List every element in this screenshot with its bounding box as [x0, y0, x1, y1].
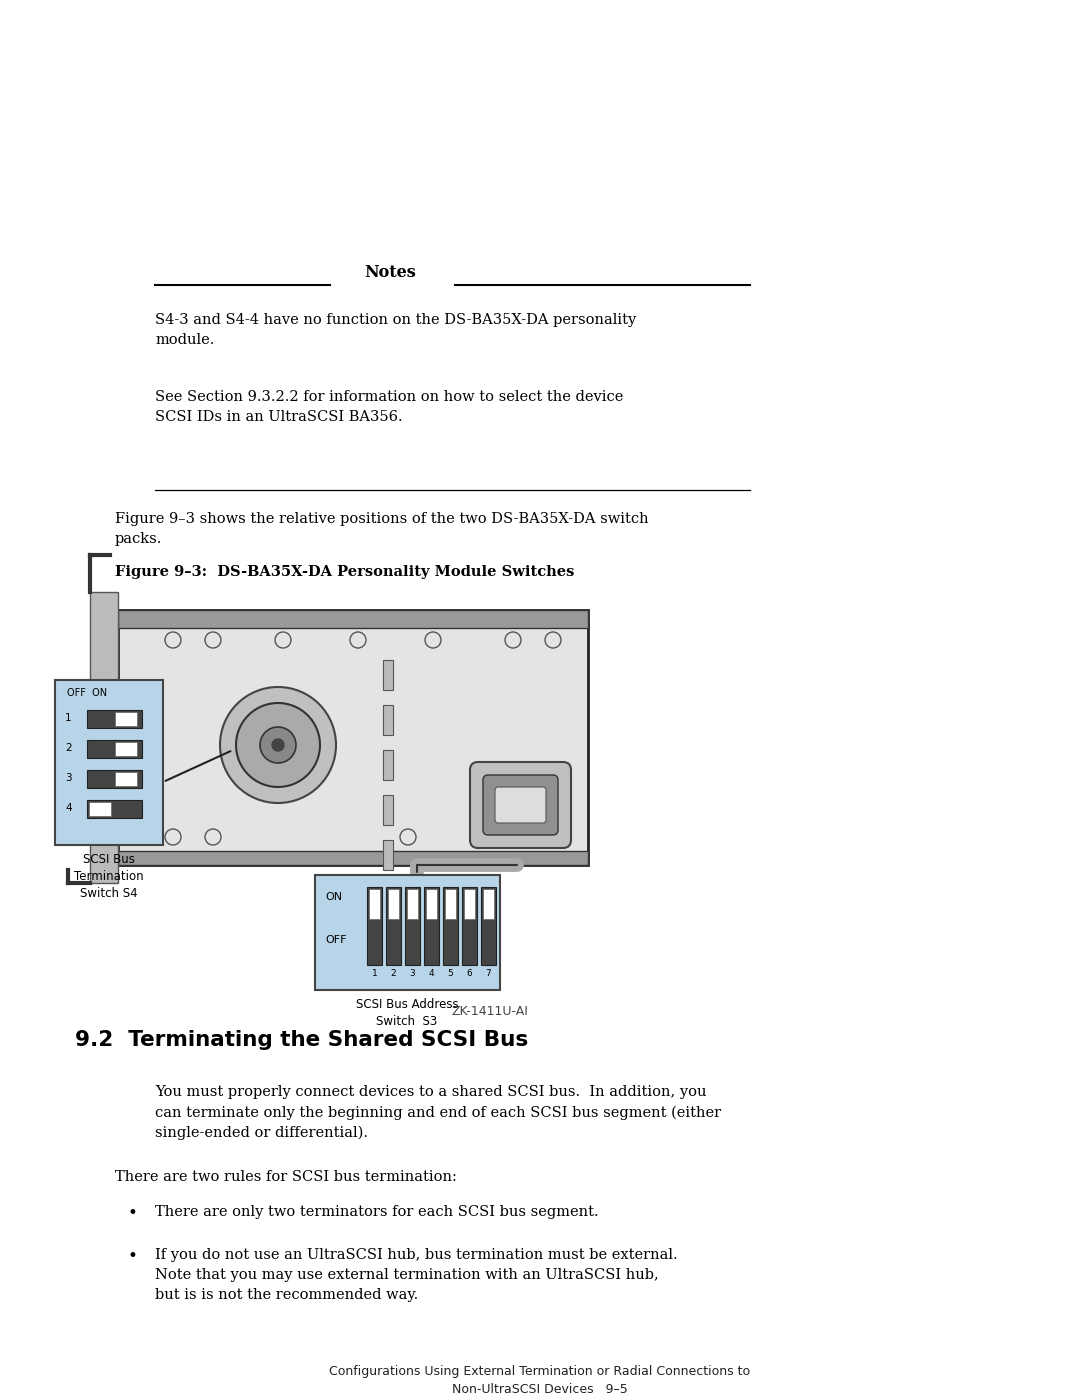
Text: •: • — [129, 1248, 138, 1266]
Text: See Section 9.3.2.2 for information on how to select the device
SCSI IDs in an U: See Section 9.3.2.2 for information on h… — [156, 390, 623, 425]
Bar — [89, 802, 111, 816]
Text: 4: 4 — [429, 970, 434, 978]
Text: 4: 4 — [65, 803, 71, 813]
Text: 3: 3 — [65, 773, 71, 782]
Bar — [405, 887, 420, 965]
Bar — [383, 795, 393, 826]
Bar — [483, 888, 494, 919]
Circle shape — [400, 828, 416, 845]
FancyBboxPatch shape — [483, 775, 558, 835]
Bar — [87, 770, 141, 788]
Text: SCSI Bus Address
Switch  S3: SCSI Bus Address Switch S3 — [355, 997, 458, 1028]
Text: 1: 1 — [65, 712, 71, 724]
Circle shape — [275, 631, 291, 648]
Bar — [90, 592, 118, 883]
Text: 6: 6 — [467, 970, 472, 978]
Text: There are only two terminators for each SCSI bus segment.: There are only two terminators for each … — [156, 1206, 598, 1220]
Circle shape — [205, 631, 221, 648]
Bar — [315, 875, 500, 990]
FancyBboxPatch shape — [470, 761, 571, 848]
Bar — [443, 887, 458, 965]
Text: SCSI Bus
Termination
Switch S4: SCSI Bus Termination Switch S4 — [75, 854, 144, 900]
Circle shape — [260, 726, 296, 763]
Text: 2: 2 — [391, 970, 396, 978]
Circle shape — [545, 631, 561, 648]
Bar — [114, 742, 137, 756]
FancyBboxPatch shape — [495, 787, 546, 823]
Bar — [87, 800, 141, 819]
Circle shape — [505, 631, 521, 648]
Circle shape — [165, 631, 181, 648]
Bar — [383, 659, 393, 690]
Bar — [386, 887, 401, 965]
Text: Figure 9–3 shows the relative positions of the two DS-BA35X-DA switch
packs.: Figure 9–3 shows the relative positions … — [114, 511, 649, 546]
Circle shape — [165, 828, 181, 845]
Bar — [87, 710, 141, 728]
Text: •: • — [129, 1206, 138, 1222]
Text: S4-3 and S4-4 have no function on the DS-BA35X-DA personality
module.: S4-3 and S4-4 have no function on the DS… — [156, 313, 636, 346]
Bar — [87, 740, 141, 759]
Circle shape — [237, 703, 320, 787]
Bar — [407, 888, 418, 919]
Bar — [118, 610, 588, 865]
Bar — [114, 712, 137, 726]
Bar — [445, 888, 456, 919]
Text: Figure 9–3:  DS-BA35X-DA Personality Module Switches: Figure 9–3: DS-BA35X-DA Personality Modu… — [114, 564, 575, 578]
Text: 3: 3 — [409, 970, 416, 978]
Bar — [481, 887, 496, 965]
Bar — [464, 888, 475, 919]
Text: 7: 7 — [486, 970, 491, 978]
Bar — [426, 888, 437, 919]
Circle shape — [545, 828, 561, 845]
Bar — [367, 887, 382, 965]
Text: You must properly connect devices to a shared SCSI bus.  In addition, you
can te: You must properly connect devices to a s… — [156, 1085, 721, 1140]
Bar — [462, 887, 477, 965]
Text: If you do not use an UltraSCSI hub, bus termination must be external.
Note that : If you do not use an UltraSCSI hub, bus … — [156, 1248, 677, 1302]
Text: 5: 5 — [447, 970, 454, 978]
Text: There are two rules for SCSI bus termination:: There are two rules for SCSI bus termina… — [114, 1171, 457, 1185]
Text: 2: 2 — [65, 743, 71, 753]
Text: OFF  ON: OFF ON — [67, 687, 107, 698]
Bar — [369, 888, 380, 919]
Bar — [114, 773, 137, 787]
Text: ON: ON — [325, 893, 342, 902]
Bar — [383, 840, 393, 870]
Circle shape — [205, 828, 221, 845]
Circle shape — [136, 680, 144, 689]
Bar — [55, 680, 163, 845]
Text: 1: 1 — [372, 970, 377, 978]
Text: ZK-1411U-AI: ZK-1411U-AI — [451, 1004, 528, 1018]
Circle shape — [350, 631, 366, 648]
Circle shape — [272, 739, 284, 752]
Bar — [118, 851, 588, 865]
Text: Notes: Notes — [364, 264, 416, 281]
Circle shape — [426, 631, 441, 648]
Circle shape — [220, 687, 336, 803]
Circle shape — [136, 756, 144, 764]
Text: OFF: OFF — [325, 935, 347, 944]
Text: 9.2  Terminating the Shared SCSI Bus: 9.2 Terminating the Shared SCSI Bus — [75, 1030, 528, 1051]
Bar — [118, 610, 588, 629]
Bar — [383, 750, 393, 780]
Bar — [424, 887, 438, 965]
Bar — [383, 705, 393, 735]
Text: Configurations Using External Termination or Radial Connections to
Non-UltraSCSI: Configurations Using External Terminatio… — [329, 1365, 751, 1396]
Circle shape — [510, 828, 526, 845]
Bar — [388, 888, 399, 919]
